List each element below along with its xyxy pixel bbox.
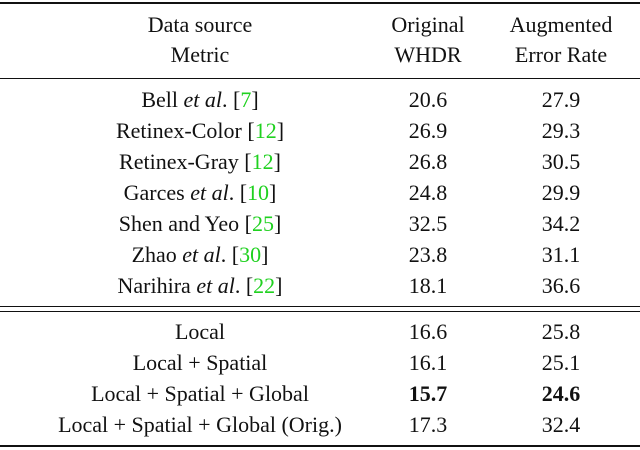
value-cell: 26.8 (408, 149, 448, 174)
citation: 22 (253, 273, 276, 298)
method-text: et al (190, 180, 229, 205)
value-cell: 36.6 (541, 273, 581, 298)
method-cell: Shen and Yeo [25] (119, 213, 282, 235)
value-cell: 23.8 (408, 242, 448, 267)
method-text: Garces (123, 180, 191, 205)
value-cell: 24.6 (541, 381, 581, 406)
method-text: . [ (228, 180, 248, 205)
method-text: Narihira (117, 273, 197, 298)
method-cell: Local + Spatial + Global (91, 383, 309, 405)
value-cell: 29.3 (541, 118, 581, 143)
value-cell: 30.5 (541, 149, 581, 174)
method-cell: Retinex-Color [12] (116, 120, 284, 142)
value-cell: 25.1 (541, 350, 581, 375)
group-rule (0, 311, 640, 312)
value-cell: 18.1 (408, 273, 448, 298)
method-text: ] (276, 118, 285, 143)
header-cell: Metric (170, 42, 230, 67)
method-text: et al (182, 242, 221, 267)
method-cell: Retinex-Gray [12] (119, 151, 281, 173)
method-text: Local + Spatial (132, 350, 268, 375)
method-text: ] (261, 242, 269, 267)
method-text: Zhao (131, 242, 183, 267)
method-cell: Garces et al. [10] (124, 182, 277, 204)
citation: 7 (240, 87, 252, 112)
citation: 30 (239, 242, 262, 267)
method-cell: Local (175, 321, 225, 343)
header-cell: Data source (147, 12, 253, 37)
value-cell: 16.1 (408, 350, 448, 375)
group-rule (0, 306, 640, 307)
citation: 25 (251, 211, 274, 236)
value-cell: 34.2 (541, 211, 581, 236)
method-text: Shen and Yeo [ (118, 211, 252, 236)
value-cell: 27.9 (541, 87, 581, 112)
method-text: Local + Spatial + Global (Orig.) (58, 412, 342, 437)
method-text: Retinex-Color [ (115, 118, 255, 143)
value-cell: 32.5 (408, 211, 448, 236)
value-cell: 24.8 (408, 180, 448, 205)
method-text: ] (273, 211, 282, 236)
header-cell: Original (391, 12, 465, 37)
header-rule (0, 78, 640, 79)
bottom-rule (0, 445, 640, 447)
value-cell: 15.7 (408, 381, 448, 406)
method-text: Local + Spatial + Global (91, 381, 309, 406)
header-cell: Error Rate (514, 42, 608, 67)
method-text: et al (183, 87, 223, 112)
method-cell: Local + Spatial (133, 352, 268, 374)
citation: 12 (254, 118, 277, 143)
method-text: . [ (220, 242, 240, 267)
top-rule (0, 2, 640, 4)
method-text: . [ (222, 87, 241, 112)
method-text: . [ (234, 273, 254, 298)
method-cell: Bell et al. [7] (141, 89, 258, 111)
value-cell: 17.3 (408, 412, 448, 437)
citation: 10 (247, 180, 270, 205)
value-cell: 29.9 (541, 180, 581, 205)
value-cell: 31.1 (541, 242, 581, 267)
method-text: ] (269, 180, 277, 205)
method-text: Retinex-Gray [ (119, 149, 252, 174)
method-cell: Zhao et al. [30] (132, 244, 269, 266)
method-text: ] (251, 87, 259, 112)
value-cell: 16.6 (408, 319, 448, 344)
method-text: ] (273, 149, 281, 174)
citation: 12 (251, 149, 274, 174)
value-cell: 32.4 (541, 412, 581, 437)
method-text: Local (174, 319, 226, 344)
value-cell: 26.9 (408, 118, 448, 143)
method-cell: Local + Spatial + Global (Orig.) (58, 414, 342, 436)
method-text: Bell (141, 87, 184, 112)
value-cell: 20.6 (408, 87, 448, 112)
value-cell: 25.8 (541, 319, 581, 344)
header-cell: WHDR (394, 42, 462, 67)
method-cell: Narihira et al. [22] (118, 275, 283, 297)
method-text: ] (275, 273, 283, 298)
method-text: et al (196, 273, 235, 298)
header-cell: Augmented (509, 12, 613, 37)
